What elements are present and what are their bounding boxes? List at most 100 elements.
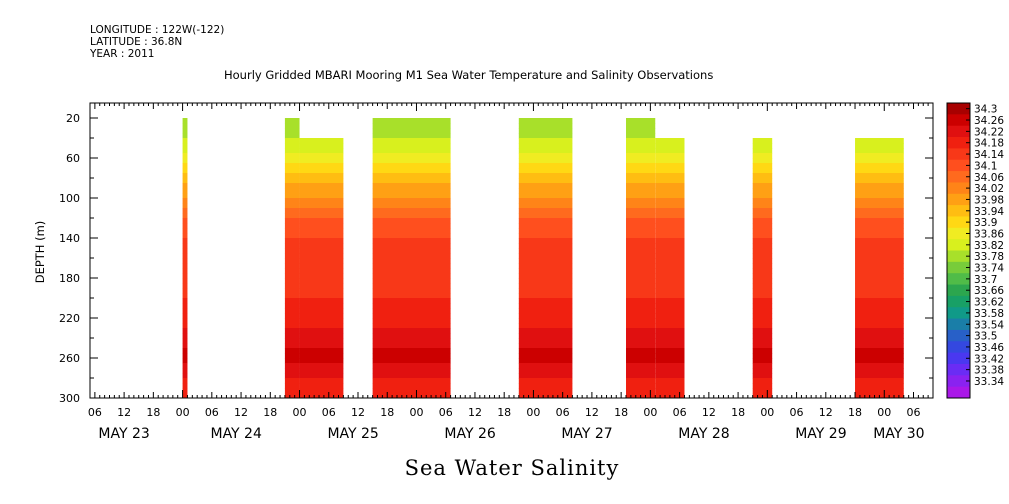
axis-layer: 20 60 100 140 180 220 260 300 06 12 18 00 06 12 18 00 06… [59,103,933,442]
colorbar-swatch [947,250,970,263]
x-hour-label: 18 [848,406,862,419]
salinity-cell [182,158,188,164]
salinity-cell [855,263,904,269]
salinity-cell [655,153,685,159]
salinity-cell [299,203,344,209]
salinity-cell [518,223,573,229]
salinity-cell [855,203,904,209]
salinity-cell [855,378,904,384]
colorbar-label: 34.3 [974,104,997,116]
x-hour-label: 00 [293,406,307,419]
x-date-label: MAY 25 [327,426,378,442]
salinity-cell [284,298,300,304]
salinity-cell [182,218,188,224]
salinity-cell [372,278,451,284]
colorbar-swatch [947,261,970,274]
salinity-cell [518,308,573,314]
salinity-cell [752,368,773,374]
salinity-cell [284,228,300,234]
colorbar-swatch [947,352,970,365]
salinity-cell [752,213,773,219]
salinity-cell [372,388,451,394]
salinity-cell [855,303,904,309]
salinity-cell [855,288,904,294]
salinity-cell [855,163,904,169]
salinity-cell [655,148,685,154]
colorbar-label: 33.66 [974,285,1004,297]
x-hour-label: 12 [702,406,716,419]
salinity-cell [752,228,773,234]
salinity-cell [284,188,300,194]
salinity-cell [182,368,188,374]
salinity-cell [284,148,300,154]
salinity-cell [655,143,685,149]
salinity-cell [299,388,344,394]
salinity-cell [299,323,344,329]
salinity-cell [299,168,344,174]
salinity-cell [284,253,300,259]
y-tick-label: 260 [59,352,80,365]
x-date-label: MAY 28 [678,426,729,442]
salinity-cell [284,243,300,249]
salinity-cell [655,138,685,144]
salinity-cell [299,363,344,369]
salinity-cell [855,218,904,224]
salinity-cell [626,243,656,249]
salinity-cell [182,393,188,398]
y-tick-label: 180 [59,272,80,285]
salinity-cell [752,233,773,239]
salinity-cell [855,283,904,289]
salinity-cell [518,283,573,289]
salinity-cell [626,153,656,159]
salinity-cell [182,153,188,159]
salinity-cell [855,213,904,219]
salinity-cell [626,338,656,344]
salinity-cell [284,368,300,374]
colorbar-label: 33.34 [974,376,1004,388]
metadata-block: LONGITUDE : 122W(-122) LATITUDE : 36.8N … [90,24,224,60]
salinity-cell [299,358,344,364]
colorbar-swatch [947,318,970,331]
salinity-cell [655,368,685,374]
salinity-cell [299,303,344,309]
salinity-cell [855,223,904,229]
observation-block [299,138,344,398]
salinity-cell [284,328,300,334]
observation-block [626,118,656,398]
salinity-cell [655,348,685,354]
colorbar-swatch [947,137,970,149]
salinity-cell [752,188,773,194]
salinity-cell [284,383,300,389]
salinity-cell [855,383,904,389]
x-hour-label: 18 [614,406,628,419]
colorbar-swatch [947,159,970,172]
salinity-cell [626,258,656,264]
salinity-cell [299,333,344,339]
x-hour-label: 12 [585,406,599,419]
salinity-cell [299,308,344,314]
observation-block [284,118,300,398]
salinity-cell [655,213,685,219]
salinity-cell [284,323,300,329]
salinity-cell [626,383,656,389]
salinity-cell [518,118,573,124]
salinity-cell [626,173,656,179]
salinity-cell [372,218,451,224]
salinity-cell [372,308,451,314]
salinity-cell [518,138,573,144]
x-hour-label: 06 [907,406,921,419]
salinity-cell [182,313,188,319]
salinity-cell [182,213,188,219]
salinity-cell [182,238,188,244]
salinity-cell [855,168,904,174]
salinity-cell [182,203,188,209]
salinity-cell [299,393,344,398]
salinity-cell [518,143,573,149]
salinity-cell [284,363,300,369]
salinity-cell [855,338,904,344]
salinity-cell [372,203,451,209]
salinity-cell [655,283,685,289]
salinity-cell [518,258,573,264]
salinity-cell [752,283,773,289]
salinity-cell [855,248,904,254]
